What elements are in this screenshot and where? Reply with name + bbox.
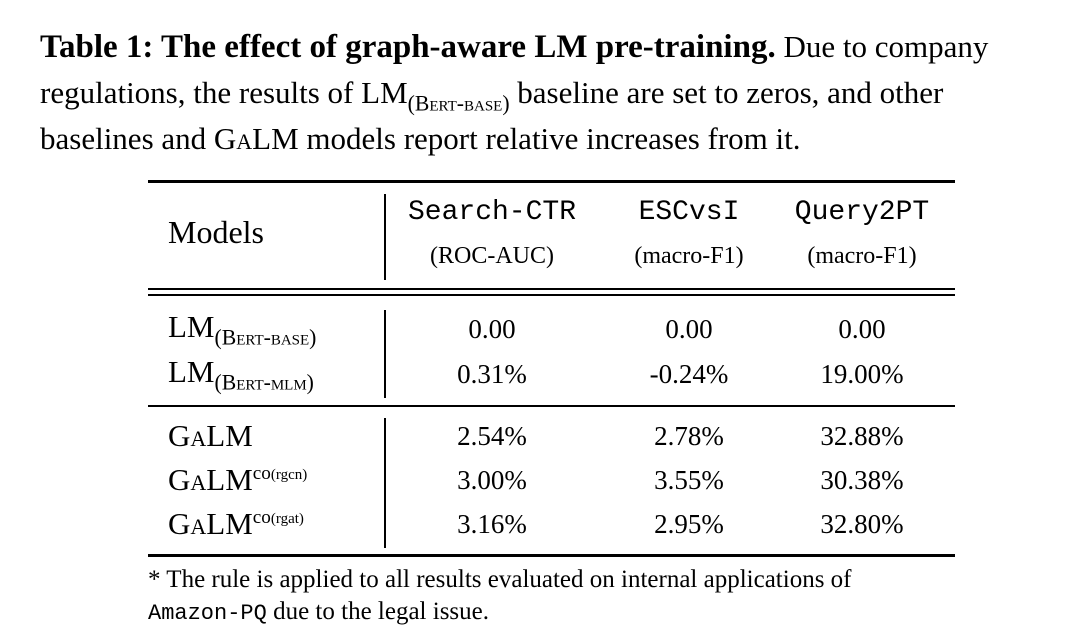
table-bottom-rule [148, 554, 955, 557]
table-caption: Table 1: The effect of graph-aware LM pr… [40, 24, 1060, 162]
column-title-query2pt: Query2PT [794, 197, 930, 228]
column-metric-query2pt: (macro-F1) [807, 243, 917, 269]
footnote-text-1: * The rule is applied to all results eva… [148, 566, 852, 593]
model-superscript-variant: (rgat) [270, 511, 304, 528]
header-double-rule-upper [148, 288, 955, 290]
table-row-model-lm-bert-mlm: LM(Bert-mlm) [168, 354, 314, 393]
column-title-escvsi: ESCvsI [638, 197, 740, 228]
column-metric-escvsi: (macro-F1) [634, 243, 744, 269]
caption-lead: Table 1: The effect of graph-aware LM pr… [40, 29, 776, 65]
table-row-model-galm-co-rgcn: GaLMco(rgcn) [168, 462, 307, 498]
table-cell: 2.95% [654, 509, 724, 539]
table-cell: 32.80% [820, 509, 904, 539]
table-cell: -0.24% [649, 359, 729, 389]
caption-text-1: Due to company regulations, the results … [40, 29, 989, 110]
table-cell: 0.00 [468, 314, 516, 344]
model-name: LM [168, 309, 215, 344]
model-superscript: co(rgcn) [253, 463, 307, 484]
table-cell: 0.00 [665, 314, 713, 344]
table-cell: 30.38% [820, 465, 904, 495]
baseline-vertical-rule [384, 310, 386, 398]
caption-galm: GaLM [213, 121, 299, 156]
model-name: GaLM [168, 418, 253, 453]
model-name: GaLM [168, 462, 253, 497]
table-cell: 32.88% [820, 421, 904, 451]
table-row-model-lm-bert-base: LM(Bert-base) [168, 309, 316, 348]
model-name: LM [168, 354, 215, 389]
model-superscript-variant: (rgcn) [270, 467, 308, 484]
table-cell: 2.54% [457, 421, 527, 451]
caption-lm: LM [361, 75, 408, 110]
table-cell: 0.31% [457, 359, 527, 389]
model-subscript: (Bert-mlm) [214, 370, 314, 395]
model-superscript-co: co [252, 507, 271, 529]
group-divider-rule [148, 405, 955, 407]
model-name: GaLM [168, 506, 253, 541]
table-cell: 3.00% [457, 465, 527, 495]
model-superscript-co: co [252, 463, 271, 485]
column-metric-search-ctr: (ROC-AUC) [430, 243, 554, 269]
caption-bert-base: (Bert-base) [407, 91, 510, 116]
table-cell: 0.00 [838, 314, 886, 344]
table-top-rule [148, 180, 955, 183]
model-superscript: co(rgat) [253, 507, 304, 528]
table-cell: 3.55% [654, 465, 724, 495]
table-cell: 2.78% [654, 421, 724, 451]
table-row-model-galm-co-rgat: GaLMco(rgat) [168, 506, 304, 542]
footnote-text-2: due to the legal issue. [266, 598, 489, 625]
column-title-search-ctr: Search-CTR [407, 197, 577, 228]
caption-text-3: models report relative increases from it… [298, 121, 801, 156]
table-row-model-galm: GaLM [168, 418, 253, 454]
models-header: Models [168, 214, 264, 250]
table-footnote: * The rule is applied to all results eva… [148, 564, 1048, 630]
galm-vertical-rule [384, 418, 386, 548]
footnote-dataset-name: Amazon-PQ [148, 601, 267, 626]
model-subscript: (Bert-base) [214, 325, 317, 350]
header-double-rule-lower [148, 294, 955, 296]
table-cell: 3.16% [457, 509, 527, 539]
caption-text-2: baseline are set to zeros, and other bas… [40, 75, 944, 156]
table-cell: 19.00% [820, 359, 904, 389]
header-vertical-rule [384, 194, 386, 280]
